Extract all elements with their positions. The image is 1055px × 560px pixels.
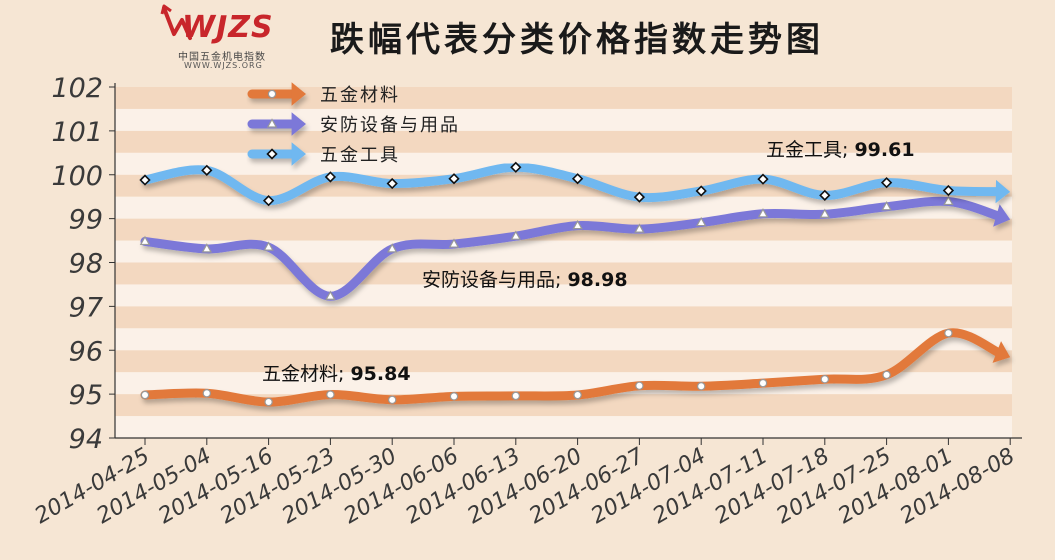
data-point — [388, 395, 397, 405]
data-point — [324, 171, 337, 183]
grid-band — [115, 240, 1012, 263]
grid-band — [115, 152, 1012, 175]
grid-band — [115, 87, 1012, 109]
y-tick-label: 100 — [51, 161, 103, 192]
data-point — [881, 201, 892, 211]
y-tick-label: 94 — [69, 424, 103, 455]
data-point — [942, 184, 955, 197]
data-point — [267, 89, 277, 99]
data-point — [695, 216, 707, 227]
chart-title: 跌幅代表分类价格指数走势图 — [330, 20, 824, 60]
data-point — [449, 392, 459, 401]
data-point — [820, 375, 830, 384]
data-point — [386, 177, 398, 190]
series-arrowhead — [992, 341, 1011, 363]
data-point — [635, 381, 644, 390]
series-1 — [140, 196, 1011, 301]
data-point — [633, 191, 646, 203]
y-tick-label: 99 — [69, 205, 103, 236]
x-tick-labels: 2014-04-252014-05-042014-05-162014-05-23… — [31, 444, 1019, 530]
data-point — [201, 164, 213, 176]
data-point — [510, 161, 522, 173]
grid-band — [115, 130, 1012, 153]
data-point — [573, 390, 582, 400]
data-point — [819, 208, 831, 218]
data-point — [266, 148, 278, 160]
series-line — [140, 196, 1004, 301]
data-point — [944, 328, 953, 338]
series-markers — [139, 161, 955, 207]
series-lines — [139, 161, 1011, 407]
grid-band — [115, 262, 1012, 285]
legend-label: 五金工具 — [320, 145, 400, 166]
data-point — [448, 173, 460, 185]
data-point — [943, 195, 954, 206]
data-point — [757, 173, 769, 185]
series-arrowhead — [291, 142, 306, 166]
y-tick-label: 97 — [69, 292, 103, 323]
data-point — [882, 370, 891, 380]
data-point — [757, 208, 769, 218]
data-point — [819, 189, 831, 202]
data-point — [758, 378, 768, 388]
data-point — [263, 241, 274, 251]
logo-arrow-icon — [160, 4, 192, 40]
grid-band — [115, 306, 1012, 329]
y-tick-labels: 94 95 96 97 98 99 100 101 102 — [51, 73, 103, 455]
data-point — [880, 177, 893, 189]
data-point — [201, 243, 213, 253]
data-point — [510, 230, 522, 240]
data-point — [448, 238, 460, 248]
logo-subtitle: 中国五金机电指数 — [178, 52, 266, 63]
grid-band — [115, 416, 1012, 438]
data-point — [139, 235, 151, 246]
series-arrowhead — [993, 204, 1011, 227]
y-tick-label: 101 — [51, 117, 103, 148]
logo: WJZS 中国五金机电指数 WWW.WJZS.ORG — [160, 4, 290, 74]
data-point — [266, 118, 278, 128]
grid-band — [115, 394, 1012, 417]
data-point — [264, 397, 273, 407]
y-tick-label: 96 — [69, 336, 103, 367]
logo-url: WWW.WJZS.ORG — [184, 61, 263, 70]
data-point — [326, 390, 335, 399]
grid-band — [115, 328, 1012, 351]
data-point — [262, 195, 275, 207]
series-arrowhead — [995, 179, 1011, 204]
data-point — [697, 382, 706, 391]
series-arrowhead — [291, 112, 306, 136]
series-end-label: 五金材料; 95.84 — [262, 363, 411, 385]
series-end-labels: 五金材料; 95.84 安防设备与用品; 98.98 五金工具; 99.61 — [262, 139, 915, 385]
data-point — [571, 173, 584, 185]
data-point — [139, 174, 151, 186]
series-markers — [140, 328, 953, 407]
data-point — [695, 185, 707, 197]
data-point — [511, 391, 521, 401]
data-point — [634, 223, 645, 233]
data-point — [572, 219, 583, 230]
y-tick-label: 95 — [69, 380, 103, 411]
legend-label: 五金材料 — [320, 85, 400, 106]
series-arrowhead — [291, 82, 306, 106]
grid-band — [115, 350, 1012, 373]
y-tick-label: 102 — [51, 73, 103, 104]
grid-band — [115, 108, 1012, 131]
data-point — [325, 290, 336, 300]
data-point — [202, 389, 211, 398]
legend-label: 安防设备与用品 — [320, 115, 460, 136]
series-markers — [139, 195, 954, 300]
data-point — [140, 390, 150, 400]
y-tick-label: 98 — [69, 249, 103, 280]
series-end-label: 五金工具; 99.61 — [766, 139, 915, 161]
axes — [109, 83, 1022, 445]
logo-mark: WJZS — [182, 10, 274, 45]
data-point — [386, 243, 398, 253]
series-end-label: 安防设备与用品; 98.98 — [422, 269, 628, 291]
